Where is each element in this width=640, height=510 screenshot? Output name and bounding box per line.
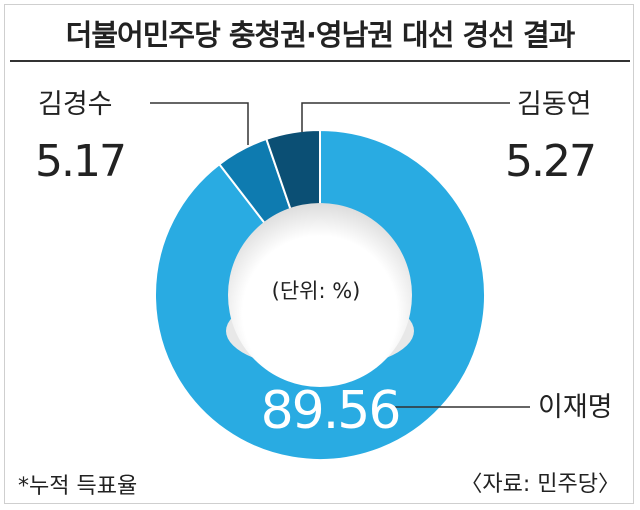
source-note: 〈자료: 민주당〉 bbox=[460, 472, 620, 497]
leader-line-kimks bbox=[150, 102, 249, 145]
slice-label-kimks: 김경수 bbox=[38, 89, 113, 120]
slice-value-lee: 89.56 bbox=[261, 381, 400, 441]
chart-title: 더불어민주당 충청권·영남권 대선 경선 결과 bbox=[65, 18, 576, 52]
slice-value-kimdy: 5.27 bbox=[505, 136, 595, 187]
donut-hole bbox=[228, 203, 412, 387]
title-rule bbox=[10, 60, 630, 62]
footnote: *누적 득표율 bbox=[18, 474, 138, 499]
slice-lee bbox=[154, 128, 486, 461]
slice-label-lee: 이재명 bbox=[538, 392, 613, 423]
slice-label-kimdy: 김동연 bbox=[517, 89, 592, 120]
slice-value-kimks: 5.17 bbox=[35, 136, 125, 187]
chart-frame bbox=[4, 4, 634, 504]
unit-note: (단위: %) bbox=[272, 279, 361, 303]
leader-line-kimdy bbox=[301, 102, 510, 132]
